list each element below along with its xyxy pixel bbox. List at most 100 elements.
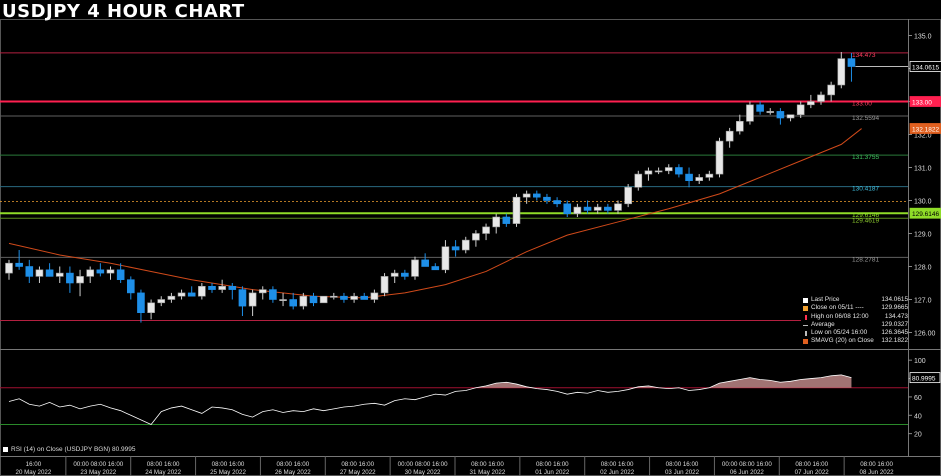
time-axis-date: 07 Jun 2022	[795, 469, 830, 476]
candle-body	[472, 233, 480, 241]
candle-body	[116, 269, 125, 280]
price-level-label: 131.3755	[852, 154, 879, 161]
candle-body	[664, 167, 673, 172]
candle-body	[817, 94, 825, 102]
candle-body	[837, 58, 846, 86]
price-axis-label: 135.0	[914, 34, 932, 41]
time-axis-hours: 08:00 16:00	[860, 461, 893, 468]
chart-title: USDJPY 4 HOUR CHART	[2, 1, 245, 22]
price-axis-label: 130.0	[914, 199, 932, 206]
candle-body	[35, 269, 44, 277]
candle-body	[766, 111, 775, 113]
candle-body	[76, 276, 84, 284]
candle-body	[685, 173, 693, 182]
candle-body	[411, 259, 419, 277]
sma-20-line	[8, 128, 862, 299]
rsi-value-badge	[909, 372, 941, 384]
candle-body	[360, 295, 369, 300]
candle-body	[725, 130, 734, 142]
price-axis-label: 132.0	[914, 133, 932, 140]
candle-body	[441, 246, 450, 271]
candle-body	[776, 111, 785, 119]
price-axis-badge-label: 134.0615	[912, 64, 939, 71]
rsi-axis-label: 40	[914, 413, 922, 420]
time-axis-date: 26 May 2022	[275, 469, 311, 476]
time-axis-date: 01 Jun 2022	[535, 469, 570, 476]
legend-swatch-high	[805, 314, 807, 320]
candle-body	[563, 203, 572, 215]
legend-row-close: Close on 05/11 ---- 129.9665	[801, 304, 908, 312]
candle-body	[350, 295, 358, 300]
time-axis-date: 24 May 2022	[145, 469, 181, 476]
candle-body	[198, 285, 206, 297]
price-axis-badge	[909, 207, 941, 219]
legend-row-last-price: Last Price 134.0615	[801, 296, 908, 304]
candle-body	[512, 196, 521, 224]
legend-label: Average	[811, 320, 835, 328]
time-axis-date: 20 May 2022	[16, 469, 52, 476]
time-axis-date: 03 Jun 2022	[665, 469, 700, 476]
legend-row-low: Low on 05/24 16:00 126.3645	[801, 329, 908, 337]
candle-body	[583, 206, 592, 211]
candle-body	[279, 299, 287, 302]
candle-body	[55, 272, 64, 277]
rsi-line	[8, 374, 852, 425]
candle-body	[5, 262, 13, 274]
price-level-label: 130.4187	[852, 186, 879, 193]
candle-body	[147, 302, 155, 313]
rsi-axis-label: 100	[914, 358, 926, 365]
candle-body	[482, 226, 490, 234]
candle-body	[208, 285, 216, 290]
price-level-label: 128.2781	[852, 256, 879, 263]
candle-body	[807, 101, 815, 106]
price-axis-badge	[909, 96, 941, 107]
candle-body	[634, 173, 643, 188]
candle-body	[461, 239, 470, 251]
candle-body	[228, 285, 237, 290]
legend-value: 126.3645	[881, 329, 908, 337]
legend-value: 132.1822	[881, 337, 908, 345]
legend-swatch-low	[805, 331, 807, 337]
candle-body	[593, 206, 602, 211]
candle-body	[522, 193, 531, 198]
candle-body	[827, 84, 835, 96]
candle-body	[309, 295, 318, 304]
price-level-label: 134.473	[852, 52, 876, 59]
candle-body	[238, 289, 247, 307]
price-axis-badge	[909, 61, 941, 72]
legend-value: 134.473	[884, 312, 908, 320]
candle-body	[715, 140, 724, 175]
time-axis-date: 27 May 2022	[340, 469, 376, 476]
candle-body	[258, 289, 267, 294]
price-axis-badge-label: 129.6146	[912, 211, 939, 218]
candle-body	[106, 269, 115, 274]
time-axis-hours: 16:00	[26, 461, 42, 468]
candle-body	[370, 292, 379, 300]
time-axis-hours: 08:00 16:00	[666, 461, 699, 468]
time-axis-hours: 08:00 16:00	[341, 461, 374, 468]
price-level-label: 133.00	[852, 101, 872, 108]
time-axis-date: 23 May 2022	[80, 469, 116, 476]
candle-body	[15, 262, 23, 267]
price-level-label: 129.6146	[852, 212, 879, 219]
candle-body	[329, 295, 338, 298]
candle-body	[157, 299, 166, 304]
time-axis-hours: 00:00 08:00 16:00	[722, 461, 772, 468]
candle-body	[553, 200, 561, 205]
rsi-label-text: RSI (14) on Close (USDJPY BGN) 80.9995	[11, 446, 136, 453]
candle-body	[45, 269, 54, 277]
chart-legend: Last Price 134.0615 Close on 05/11 ---- …	[801, 296, 908, 346]
price-axis-badge-label: 132.1822	[912, 126, 939, 133]
candle-body	[624, 187, 632, 205]
candle-body	[299, 295, 308, 307]
candle-body	[187, 292, 196, 297]
time-axis-date: 25 May 2022	[210, 469, 246, 476]
time-axis-hours: 08:00 16:00	[277, 461, 310, 468]
legend-swatch-smavg	[803, 339, 808, 345]
legend-label: Close on 05/11 ----	[811, 304, 864, 312]
legend-row-average: Average 129.0327	[801, 321, 908, 329]
legend-label: Last Price	[811, 296, 840, 303]
time-axis-date: 30 May 2022	[405, 469, 441, 476]
candle-body	[746, 104, 754, 122]
price-level-label: 129.4619	[852, 217, 879, 224]
